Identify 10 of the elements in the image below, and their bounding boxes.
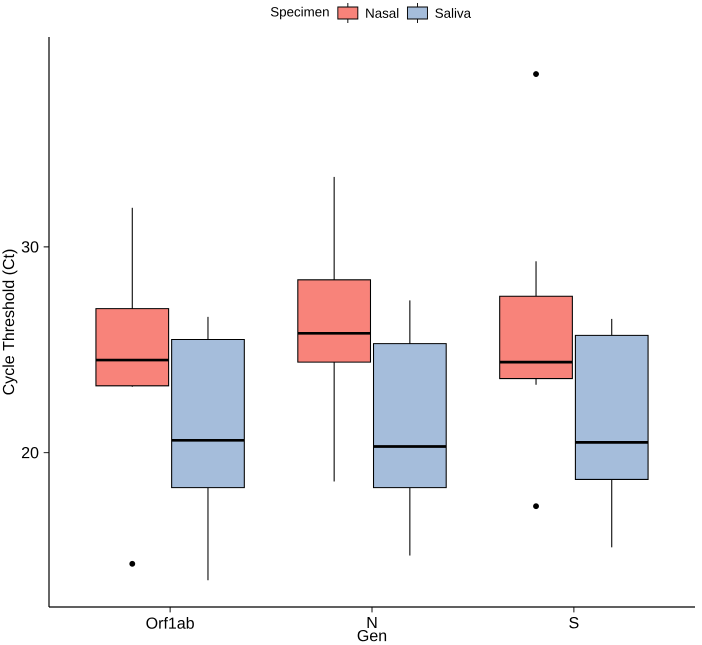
x-axis-title: Gen (358, 630, 386, 642)
x-tick-label: N (368, 617, 376, 628)
legend-label: Nasal (366, 8, 398, 18)
legend-title: Specimen (270, 6, 329, 20)
legend-label: Saliva (435, 8, 472, 18)
y-tick-label: 30 (22, 241, 38, 253)
y-tick-label: 20 (22, 447, 38, 458)
x-tick-label: S (569, 617, 578, 628)
y-axis-title: Cycle Threshold (Ct) (2, 250, 18, 395)
x-tick-label: Orf1ab (146, 617, 194, 629)
